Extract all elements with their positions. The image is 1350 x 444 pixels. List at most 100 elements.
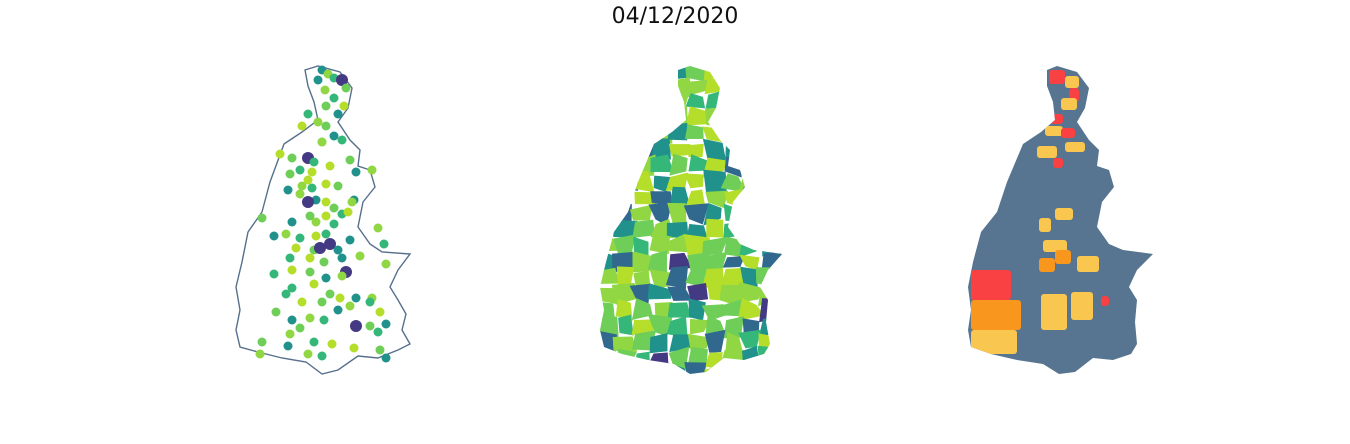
municipality-region — [758, 171, 782, 193]
municipality-region — [722, 255, 745, 268]
point-marker — [321, 121, 331, 131]
municipality-region — [775, 66, 782, 82]
point-marker — [305, 211, 315, 221]
point-marker — [325, 289, 335, 299]
point-marker — [287, 315, 297, 325]
municipality-region — [631, 319, 655, 336]
municipality-region — [776, 268, 782, 287]
municipality-region — [774, 218, 782, 243]
highlighted-region — [1037, 146, 1057, 158]
municipality-region — [775, 284, 782, 305]
municipality-region — [758, 74, 779, 95]
point-marker — [329, 131, 339, 141]
municipality-region — [776, 202, 782, 227]
municipality-region — [704, 352, 723, 370]
municipality-region — [631, 110, 652, 127]
municipality-region — [761, 366, 781, 374]
point-marker — [351, 293, 361, 303]
point-marker — [314, 242, 326, 254]
point-marker — [317, 297, 327, 307]
point-marker — [285, 169, 295, 179]
municipality-region — [738, 174, 762, 193]
municipality-region — [600, 350, 617, 368]
point-marker — [341, 83, 351, 93]
municipality-region — [720, 362, 744, 374]
point-marker — [303, 349, 313, 359]
figure-title: 04/12/2020 — [611, 4, 739, 29]
point-marker — [337, 253, 347, 263]
municipality-region — [669, 153, 688, 176]
municipality-region — [613, 127, 634, 142]
municipality-region — [723, 222, 743, 239]
municipality-region — [774, 90, 782, 109]
municipality-region — [632, 66, 657, 79]
point-marker — [321, 179, 331, 189]
municipality-region — [600, 175, 614, 195]
point-marker — [337, 135, 347, 145]
highlighted-region — [1071, 292, 1093, 320]
highlighted-region — [1061, 98, 1077, 110]
point-marker — [321, 229, 331, 239]
point-marker — [320, 85, 330, 95]
municipality-region — [776, 238, 782, 255]
municipality-region — [600, 66, 616, 82]
municipality-region — [775, 138, 782, 159]
point-marker — [271, 307, 281, 317]
municipality-region — [612, 186, 632, 207]
municipality-region — [756, 157, 782, 176]
municipality-region — [774, 350, 782, 370]
municipality-region — [632, 219, 655, 238]
highlighted-region — [1101, 296, 1109, 306]
point-marker — [311, 231, 321, 241]
municipality-region — [757, 190, 781, 210]
municipality-region — [612, 336, 638, 352]
point-marker — [295, 165, 305, 175]
point-marker — [333, 305, 343, 315]
point-marker — [275, 149, 285, 159]
municipality-region — [632, 124, 655, 144]
municipality-region — [600, 201, 620, 224]
point-marker — [321, 101, 331, 111]
municipality-region — [756, 66, 781, 81]
municipality-region — [777, 122, 782, 145]
point-marker — [343, 207, 353, 217]
municipality-region — [702, 138, 727, 161]
highlighted-region — [1065, 142, 1085, 152]
point-marker — [309, 279, 319, 289]
point-marker — [327, 339, 337, 349]
municipality-region — [779, 319, 782, 334]
municipality-region — [665, 265, 689, 290]
highlighted-region — [1055, 250, 1071, 264]
municipality-region — [774, 160, 782, 175]
municipality-region — [720, 349, 746, 368]
point-marker — [345, 235, 355, 245]
point-marker — [381, 259, 391, 269]
municipality-region — [722, 106, 743, 131]
point-marker — [333, 181, 343, 191]
highlighted-region — [971, 330, 1017, 354]
municipality-region — [612, 108, 635, 128]
municipality-region — [683, 203, 709, 225]
point-marker — [281, 229, 291, 239]
municipality-region — [688, 154, 708, 172]
point-marker — [381, 319, 391, 329]
point-marker — [337, 271, 347, 281]
municipality-region — [689, 318, 711, 335]
point-marker — [333, 245, 343, 255]
point-marker — [295, 323, 305, 333]
point-marker — [345, 155, 355, 165]
point-marker — [307, 183, 317, 193]
point-marker — [269, 269, 279, 279]
point-marker — [302, 196, 314, 208]
point-marker — [285, 253, 295, 263]
municipality-region — [600, 138, 619, 156]
point-marker — [297, 297, 307, 307]
municipality-region — [684, 124, 704, 140]
point-marker — [295, 233, 305, 243]
point-marker — [319, 257, 329, 267]
municipality-region — [703, 66, 727, 81]
municipality-region — [778, 333, 782, 350]
point-marker — [313, 117, 323, 127]
municipality-region — [721, 93, 744, 111]
municipality-region — [600, 362, 620, 374]
